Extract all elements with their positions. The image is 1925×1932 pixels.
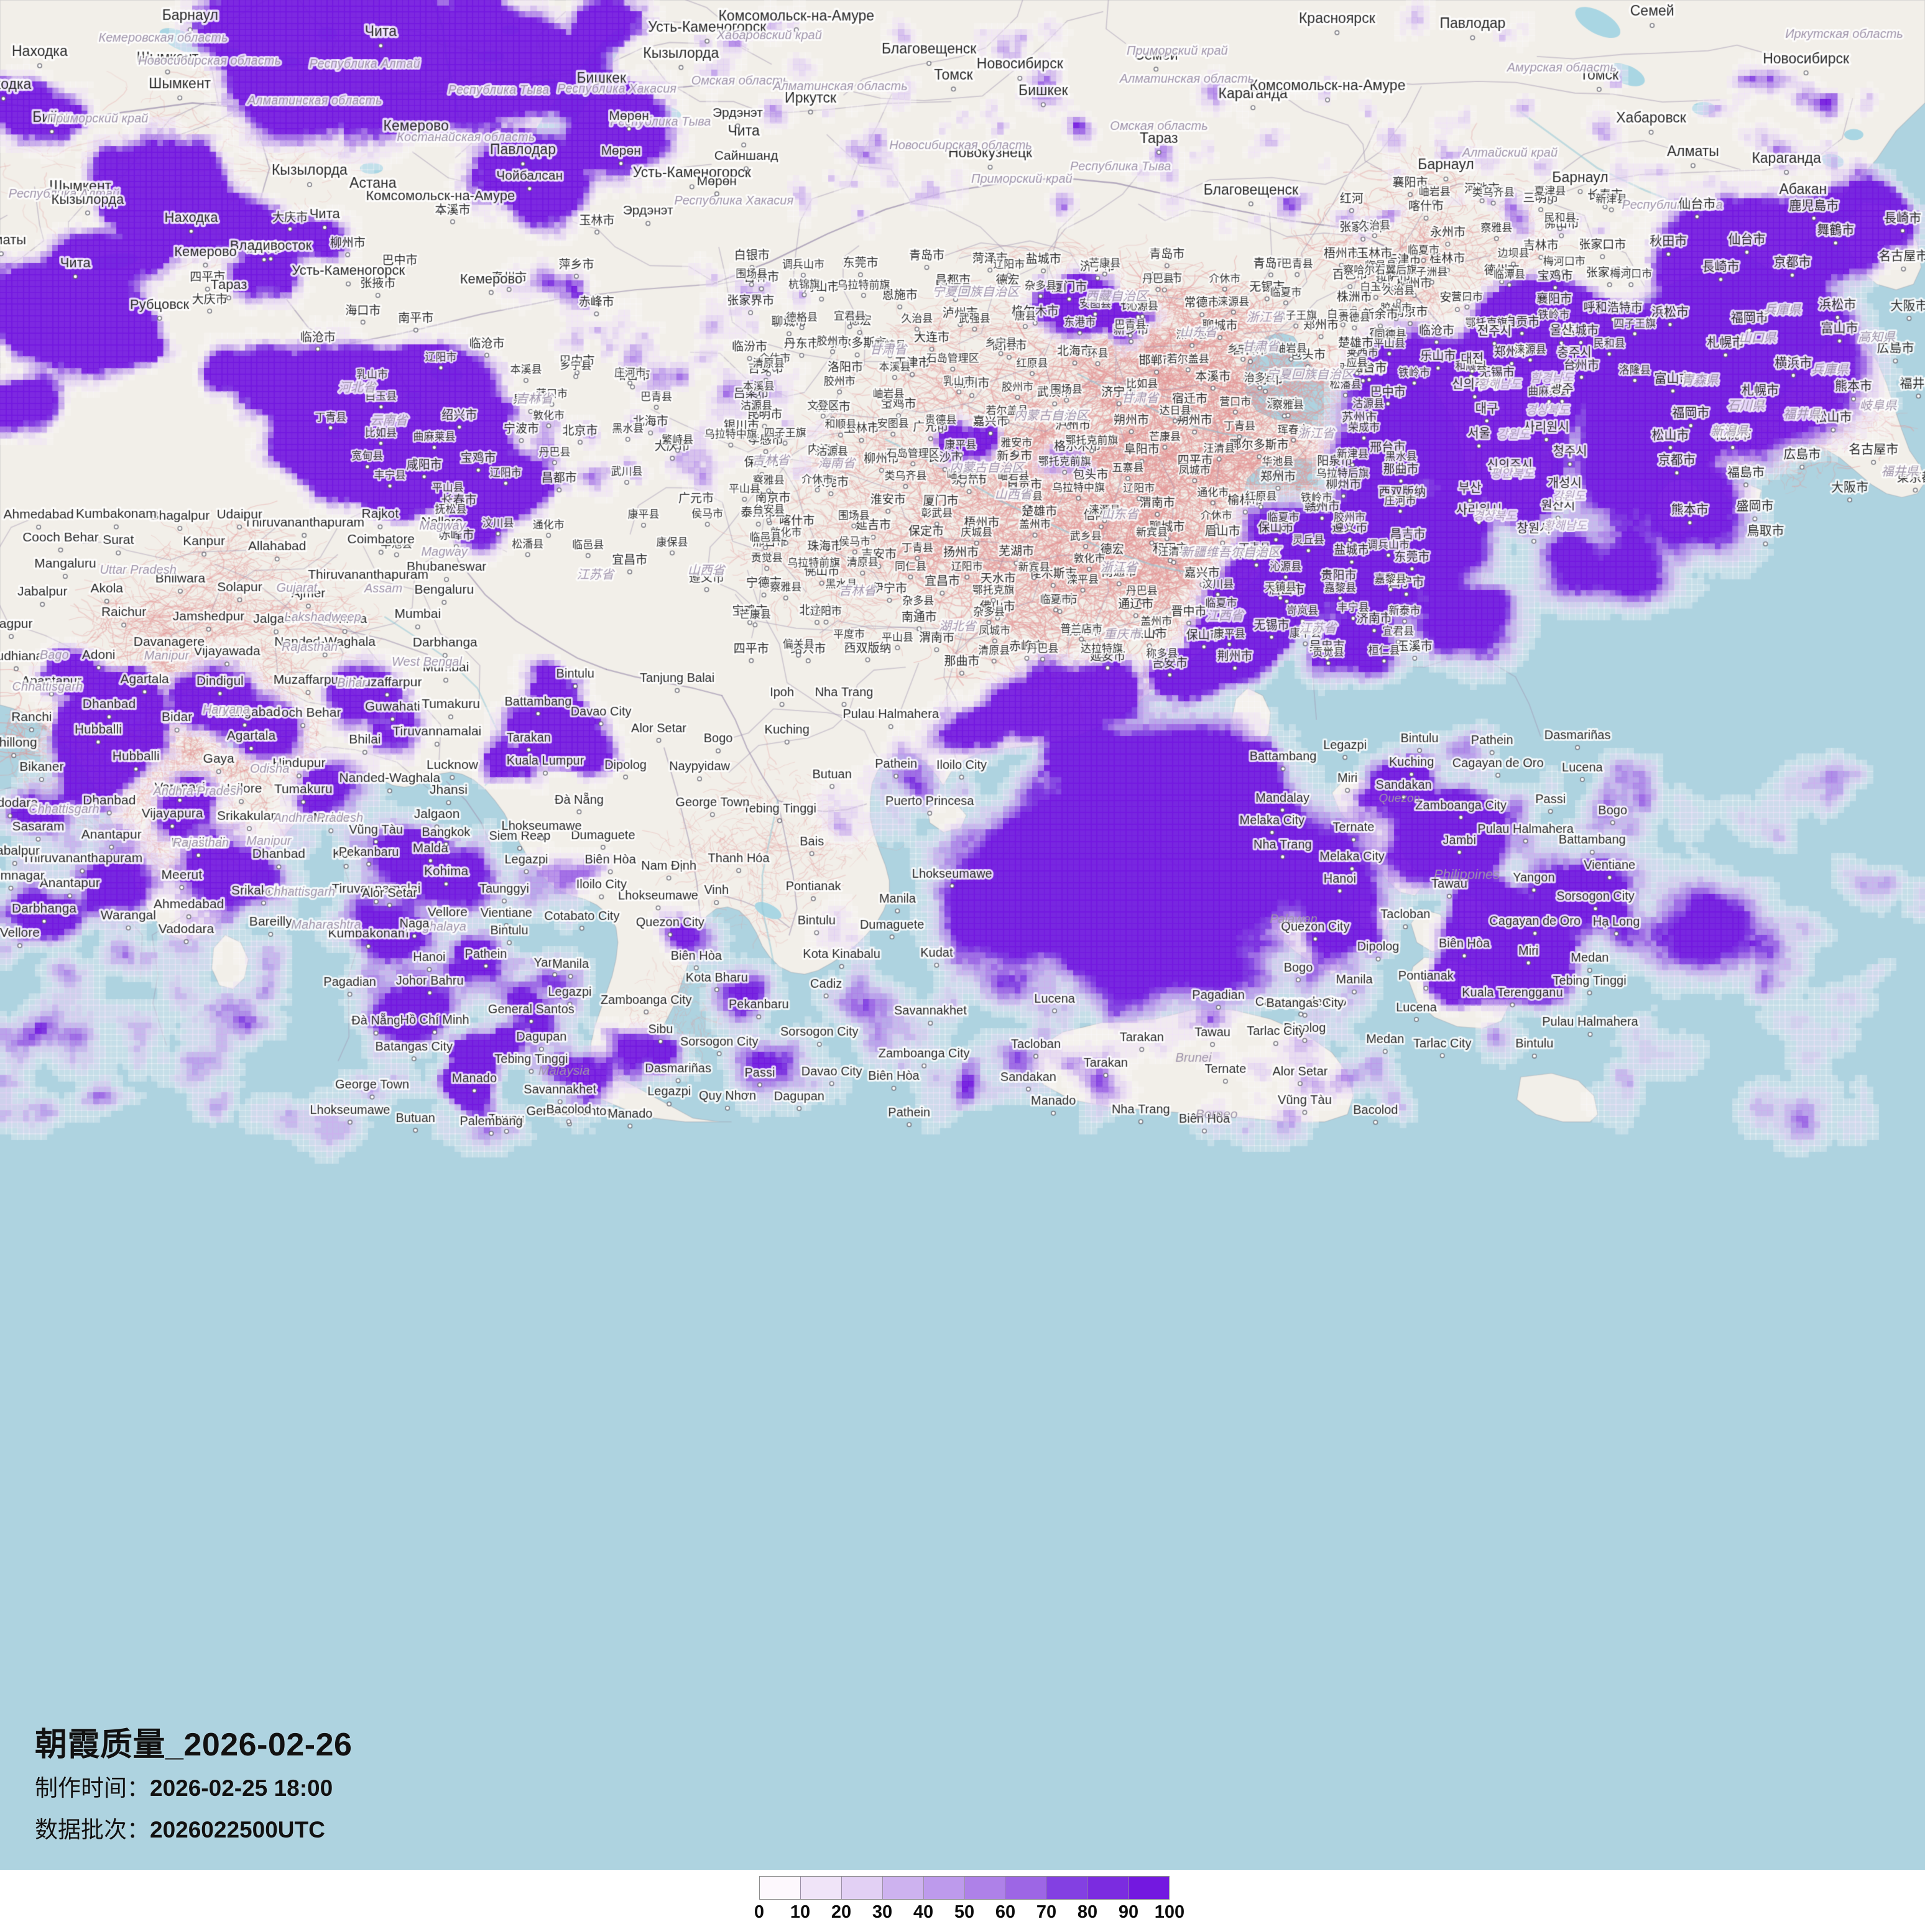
colorbar-tick-label: 10 [790,1902,811,1922]
colorbar-tick-label: 40 [913,1902,934,1922]
colorbar-tick-label: 30 [872,1902,893,1922]
colorbar-band [882,1877,924,1899]
production-time-label: 制作时间： [35,1775,150,1801]
map-viewport[interactable] [0,0,1925,1870]
colorbar-tick-label: 80 [1077,1902,1098,1922]
map-annotation-block: 朝霞质量_2026-02-26 制作时间：2026-02-25 18:00 数据… [35,1726,352,1847]
colorbar-band [1129,1877,1170,1899]
colorbar-band [841,1877,883,1899]
colorbar-tick-label: 60 [995,1902,1016,1922]
colorbar [759,1876,1170,1900]
colorbar-tick-label: 90 [1118,1902,1139,1922]
colorbar-tick-label: 20 [831,1902,852,1922]
map-raster-layer [0,0,1925,1870]
colorbar-band [1005,1877,1047,1899]
legend: 0 10 20 30 40 50 60 70 80 90 100 [0,1870,1925,1932]
colorbar-tick-label: 70 [1036,1902,1057,1922]
colorbar-band [800,1877,842,1899]
colorbar-tick-labels: 0 10 20 30 40 50 60 70 80 90 100 [754,1902,1184,1928]
colorbar-band [1046,1877,1088,1899]
data-batch-value: 2026022500UTC [150,1816,325,1842]
production-time-value: 2026-02-25 18:00 [150,1775,333,1801]
colorbar-tick-label: 50 [954,1902,975,1922]
data-batch-row: 数据批次：2026022500UTC [35,1813,352,1847]
colorbar-band [1087,1877,1129,1899]
colorbar-band [964,1877,1006,1899]
production-time-row: 制作时间：2026-02-25 18:00 [35,1771,352,1806]
page-title: 朝霞质量_2026-02-26 [35,1727,353,1763]
colorbar-tick-label: 100 [1154,1902,1185,1922]
data-batch-label: 数据批次： [35,1816,150,1842]
colorbar-band [923,1877,965,1899]
colorbar-tick-label: 0 [754,1902,765,1922]
colorbar-band [760,1877,801,1899]
